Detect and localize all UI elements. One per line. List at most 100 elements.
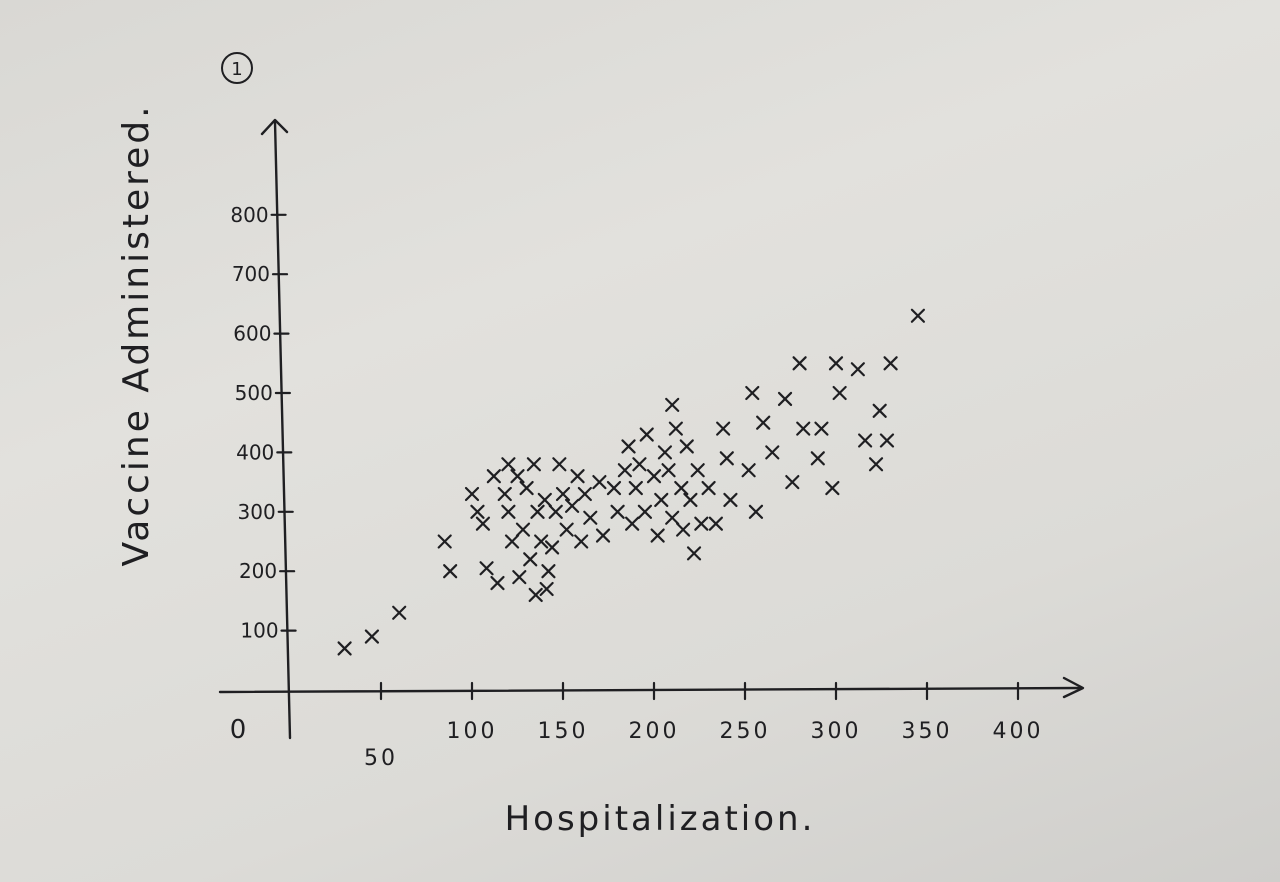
data-point: [510, 469, 525, 484]
x-tick-200: 200: [629, 681, 677, 744]
y-tick-label-200: 200: [239, 559, 277, 583]
data-point: [679, 439, 694, 454]
data-point: [639, 427, 654, 442]
data-point: [719, 451, 734, 466]
data-point: [694, 516, 709, 531]
y-tick-700: 700: [232, 262, 289, 286]
data-point: [486, 469, 501, 484]
data-point: [490, 575, 505, 591]
data-point: [690, 463, 705, 478]
x-tick-label-50: 50: [364, 746, 398, 771]
data-point: [745, 385, 760, 401]
data-point: [443, 564, 458, 579]
data-point: [796, 421, 811, 436]
y-tick-800: 800: [230, 203, 287, 227]
data-point: [741, 463, 756, 478]
x-tick-50: 50: [364, 681, 398, 771]
data-point: [665, 510, 680, 525]
data-point: [676, 522, 691, 537]
data-point: [475, 516, 491, 531]
y-tick-label-100: 100: [240, 619, 278, 643]
data-point: [364, 629, 379, 644]
data-point: [661, 463, 676, 478]
y-tick-300: 300: [238, 500, 294, 524]
data-point: [785, 475, 800, 490]
data-point: [564, 498, 580, 513]
data-point: [910, 308, 926, 323]
y-tick-500: 500: [235, 381, 291, 405]
y-tick-label-300: 300: [238, 500, 276, 524]
data-point: [883, 356, 898, 371]
x-tick-250: 250: [720, 681, 771, 744]
x-tick-label-250: 250: [720, 719, 771, 744]
data-point: [544, 540, 560, 555]
x-axis: 50 100 150 200 250 300 350 400: [218, 676, 1085, 771]
data-point: [825, 480, 840, 496]
data-point: [828, 356, 844, 371]
data-point: [628, 480, 643, 496]
data-point: [708, 516, 723, 531]
data-point: [858, 433, 873, 448]
y-ticks: 100 200 300 400 500 600 700 800: [230, 203, 297, 643]
data-point: [479, 561, 494, 576]
data-point: [504, 534, 520, 549]
data-point: [765, 445, 780, 460]
y-tick-400: 400: [236, 440, 293, 464]
data-point: [501, 457, 516, 472]
data-point: [574, 534, 589, 549]
data-point: [686, 546, 702, 561]
data-point: [606, 480, 622, 496]
data-point: [814, 421, 829, 436]
y-axis: 100 200 300 400 500 600 700 800: [230, 118, 297, 740]
data-point: [501, 504, 516, 519]
y-tick-label-500: 500: [235, 381, 273, 405]
data-point: [646, 469, 662, 484]
data-point: [530, 504, 545, 519]
data-point: [534, 534, 549, 549]
data-point: [683, 492, 698, 508]
data-point: [632, 457, 647, 472]
data-point: [541, 564, 556, 579]
data-point: [437, 534, 452, 549]
data-point: [756, 415, 771, 430]
data-point: [337, 641, 352, 656]
data-point: [592, 475, 607, 490]
data-point: [674, 480, 689, 496]
y-tick-label-700: 700: [232, 262, 270, 286]
y-tick-600: 600: [233, 322, 290, 346]
data-point: [701, 480, 716, 496]
data-point: [777, 391, 793, 407]
page-number: 1: [221, 52, 253, 84]
data-point: [621, 439, 636, 454]
data-point: [577, 486, 592, 502]
x-tick-label-350: 350: [902, 719, 953, 744]
data-point: [850, 362, 865, 377]
data-point: [570, 469, 585, 484]
y-tick-200: 200: [239, 559, 296, 583]
data-point: [583, 510, 598, 525]
data-point: [523, 552, 538, 567]
data-point: [497, 486, 512, 502]
scatter-points: [337, 308, 926, 656]
y-axis-title: Vaccine Administered.: [116, 103, 157, 566]
y-tick-label-600: 600: [233, 322, 271, 346]
data-point: [868, 457, 884, 472]
data-point: [872, 403, 887, 418]
data-point: [392, 605, 407, 620]
y-tick-label-400: 400: [236, 440, 274, 464]
data-point: [879, 433, 895, 448]
x-tick-400: 400: [993, 681, 1041, 744]
data-point: [555, 486, 571, 502]
x-tick-100: 100: [447, 681, 495, 744]
data-point: [654, 492, 669, 508]
data-point: [610, 504, 625, 519]
data-point: [512, 570, 527, 585]
data-point: [637, 504, 653, 519]
data-point: [748, 504, 764, 519]
data-point: [515, 522, 531, 537]
x-tick-label-150: 150: [538, 719, 589, 744]
data-point: [625, 516, 640, 531]
data-point: [832, 385, 847, 401]
